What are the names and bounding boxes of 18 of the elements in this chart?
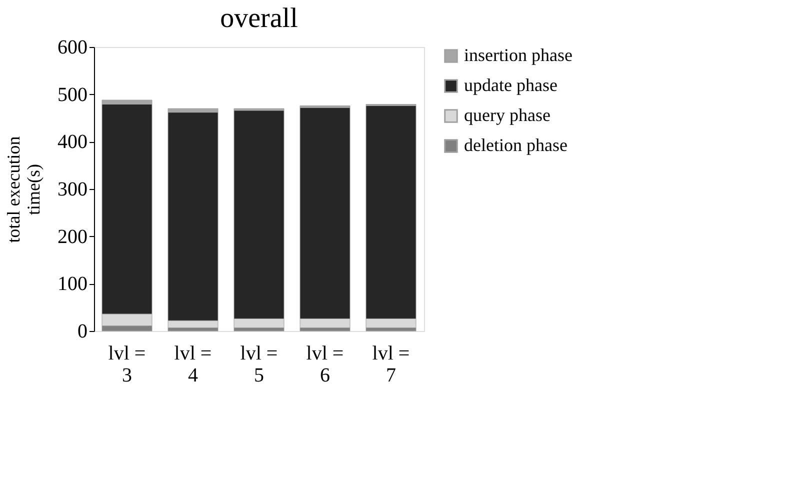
chart-title: overall [220, 3, 298, 34]
x-tick-label: lvl = 7 [372, 342, 410, 386]
x-tick-label: lvl = 3 [108, 342, 146, 386]
y-tick-label: 300 [58, 178, 88, 200]
y-tick-label: 500 [58, 84, 88, 106]
y-tick-label: 400 [58, 131, 88, 154]
legend-label: update phase [464, 75, 558, 95]
y-tick-label: 100 [58, 273, 88, 296]
legend-label: deletion phase [464, 135, 568, 155]
x-tick-label: lvl = 4 [174, 342, 212, 386]
legend-label: insertion phase [464, 45, 572, 65]
y-tick-label: 200 [58, 226, 88, 248]
y-tick-label: 600 [58, 36, 88, 58]
legend-label: query phase [464, 105, 550, 125]
x-tick-label: lvl = 5 [240, 342, 278, 386]
y-tick-label: 0 [78, 320, 88, 342]
x-tick-label: lvl = 6 [306, 342, 344, 386]
y-axis-title: total execution time(s) [4, 136, 44, 243]
